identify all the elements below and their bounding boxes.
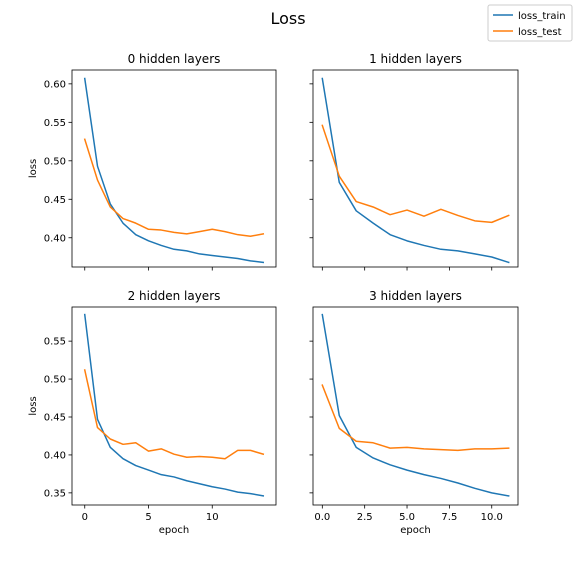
subplot-2: 2 hidden layers 0 5 10 0.35 0.40 0.45 0.50 0.55 l… <box>28 289 277 536</box>
x-axis-label: epoch <box>159 525 189 536</box>
series-line-loss-test <box>321 124 510 224</box>
series-line-loss-train <box>83 313 265 497</box>
x-tick-label: 5 <box>145 512 151 523</box>
y-tick-label: 0.35 <box>44 488 66 499</box>
legend-label-loss-train: loss_train <box>518 11 566 22</box>
y-tick-label: 0.40 <box>44 233 66 244</box>
series-line-loss-train <box>321 313 510 497</box>
axes-frame <box>71 69 277 268</box>
figure-title: Loss <box>270 9 305 28</box>
subplot-title: 0 hidden layers <box>128 52 221 66</box>
subplot-1: 1 hidden layers <box>309 52 519 271</box>
x-tick-label: 0.0 <box>314 512 330 523</box>
series-line-loss-train <box>321 77 510 264</box>
series-line-loss-test <box>83 138 265 237</box>
y-tick-label: 0.45 <box>44 195 66 206</box>
series-line-loss-test <box>83 369 265 460</box>
legend-box <box>487 4 573 42</box>
series-line-loss-test <box>321 384 510 452</box>
y-axis-label: loss <box>28 396 39 415</box>
y-tick-label: 0.40 <box>44 450 66 461</box>
y-tick-label: 0.50 <box>44 156 66 167</box>
subplot-title: 3 hidden layers <box>369 289 462 303</box>
y-axis-label: loss <box>28 159 39 178</box>
y-tick-label: 0.55 <box>44 118 66 129</box>
subplot-grid: 0 hidden layers 0.40 0.45 0.50 0.55 0.60 loss 1… <box>28 52 519 536</box>
x-axis-label: epoch <box>400 525 430 536</box>
y-tick-label: 0.45 <box>44 413 66 424</box>
subplot-title: 1 hidden layers <box>369 52 462 66</box>
y-tick-label: 0.50 <box>44 375 66 386</box>
subplot-title: 2 hidden layers <box>128 289 221 303</box>
x-tick-label: 10.0 <box>481 512 503 523</box>
axes-frame <box>312 69 519 268</box>
x-tick-label: 7.5 <box>441 512 457 523</box>
legend: loss_train loss_test <box>487 4 573 42</box>
x-tick-label: 0 <box>82 512 88 523</box>
x-tick-label: 2.5 <box>357 512 373 523</box>
axes-frame <box>312 306 519 506</box>
x-tick-label: 5.0 <box>399 512 415 523</box>
y-tick-label: 0.60 <box>44 79 66 90</box>
axes-frame <box>71 306 277 506</box>
x-tick-label: 10 <box>206 512 219 523</box>
legend-label-loss-test: loss_test <box>518 27 562 38</box>
y-tick-label: 0.55 <box>44 337 66 348</box>
subplot-3: 3 hidden layers 0.0 2.5 5.0 7.5 10.0 epoch <box>309 289 519 536</box>
subplot-0: 0 hidden layers 0.40 0.45 0.50 0.55 0.60 loss <box>28 52 277 271</box>
